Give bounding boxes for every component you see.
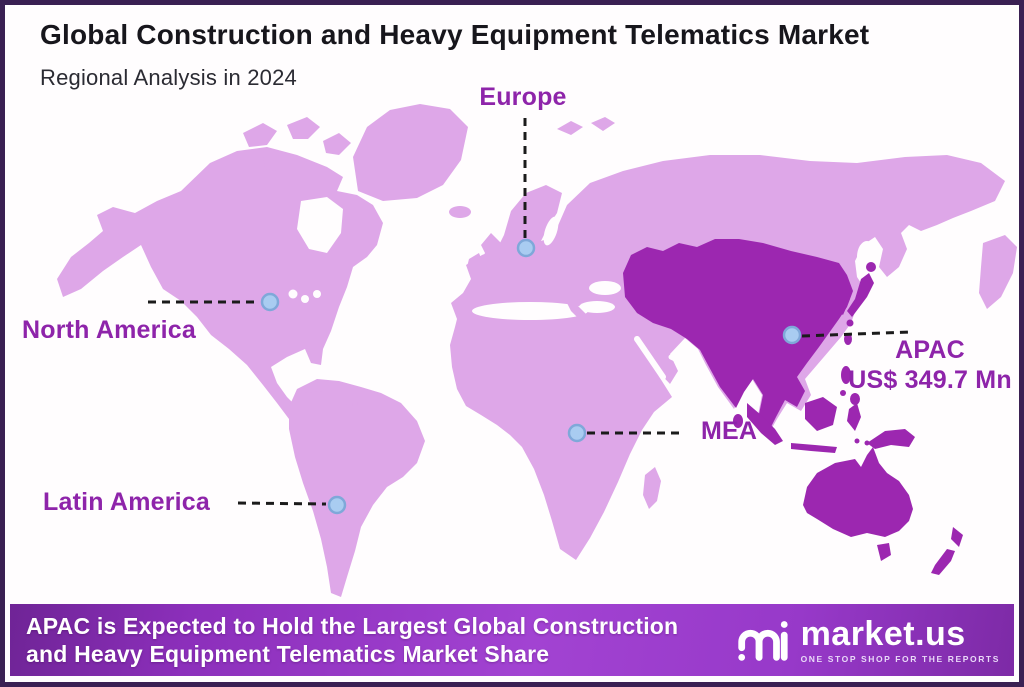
sea-carves	[288, 197, 877, 380]
map-marker-apac	[782, 325, 802, 345]
apac-label: APAC	[895, 336, 965, 364]
region-label-apac: APAC US$ 349.7 Mn	[835, 335, 1019, 395]
brand-block: market.us ONE STOP SHOP FOR THE REPORTS	[733, 611, 1014, 669]
region-sri-lanka-shape	[733, 414, 743, 428]
persian-gulf	[668, 354, 690, 368]
world-map-svg	[57, 104, 1017, 597]
region-new-guinea-shape	[867, 429, 915, 449]
world-map	[5, 5, 1019, 682]
region-apac-highlight	[623, 239, 963, 575]
bottom-banner: APAC is Expected to Hold the Largest Glo…	[10, 604, 1014, 676]
region-borneo-shape	[805, 397, 837, 431]
baltic-sea	[543, 216, 559, 246]
brand-tagline: ONE STOP SHOP FOR THE REPORTS	[800, 653, 1000, 664]
brand-name: market.us	[800, 614, 966, 653]
region-italy-shape	[565, 293, 587, 321]
region-label-latin-america: Latin America	[43, 488, 211, 516]
header: Global Construction and Heavy Equipment …	[40, 19, 869, 91]
region-label-europe: Europe	[479, 83, 567, 111]
region-australia-shape	[803, 447, 913, 537]
region-taiwan-shape	[844, 333, 852, 345]
map-marker-europe	[516, 238, 536, 258]
region-greenland-shape	[353, 104, 468, 201]
red-sea	[634, 336, 666, 380]
brand-text: market.us ONE STOP SHOP FOR THE REPORTS	[801, 617, 1000, 664]
region-sulawesi-shape	[847, 403, 861, 431]
banner-line-1: APAC is Expected to Hold the Largest Glo…	[26, 613, 679, 639]
page-subtitle: Regional Analysis in 2024	[40, 65, 297, 90]
mediterranean-sea	[472, 302, 588, 320]
banner-text: APAC is Expected to Hold the Largest Glo…	[10, 612, 678, 668]
map-marker-mea	[567, 423, 587, 443]
leader-lines	[148, 118, 911, 506]
region-south-america-shape	[289, 379, 425, 597]
apac-value: US$ 349.7 Mn	[848, 366, 1012, 394]
region-label-north-america: North America	[22, 316, 196, 344]
leader-line-latin-america	[237, 501, 327, 506]
hudson-bay	[297, 197, 343, 253]
map-marker-latin-america	[327, 495, 347, 515]
region-madagascar-shape	[643, 467, 661, 509]
region-new-zealand-south-shape	[931, 549, 955, 575]
black-sea	[589, 281, 621, 295]
region-philippines-shape	[841, 366, 851, 384]
map-marker-north-america	[260, 292, 280, 312]
page-title: Global Construction and Heavy Equipment …	[40, 19, 870, 50]
region-label-mea: MEA	[701, 417, 758, 445]
region-korea-shape	[833, 288, 850, 315]
banner-line-2: and Heavy Equipment Telematics Market Sh…	[26, 641, 550, 667]
region-asia-dark-shape	[623, 239, 853, 433]
region-tasmania-shape	[877, 543, 891, 561]
region-uk-shape	[480, 233, 501, 273]
region-japan-shape	[847, 273, 874, 317]
market-us-logo-icon	[737, 621, 788, 661]
region-new-zealand-north-shape	[951, 527, 963, 547]
map-markers	[260, 238, 802, 515]
leader-line-apac	[801, 330, 911, 338]
region-sumatra-shape	[747, 403, 783, 445]
region-java-shape	[791, 443, 837, 453]
